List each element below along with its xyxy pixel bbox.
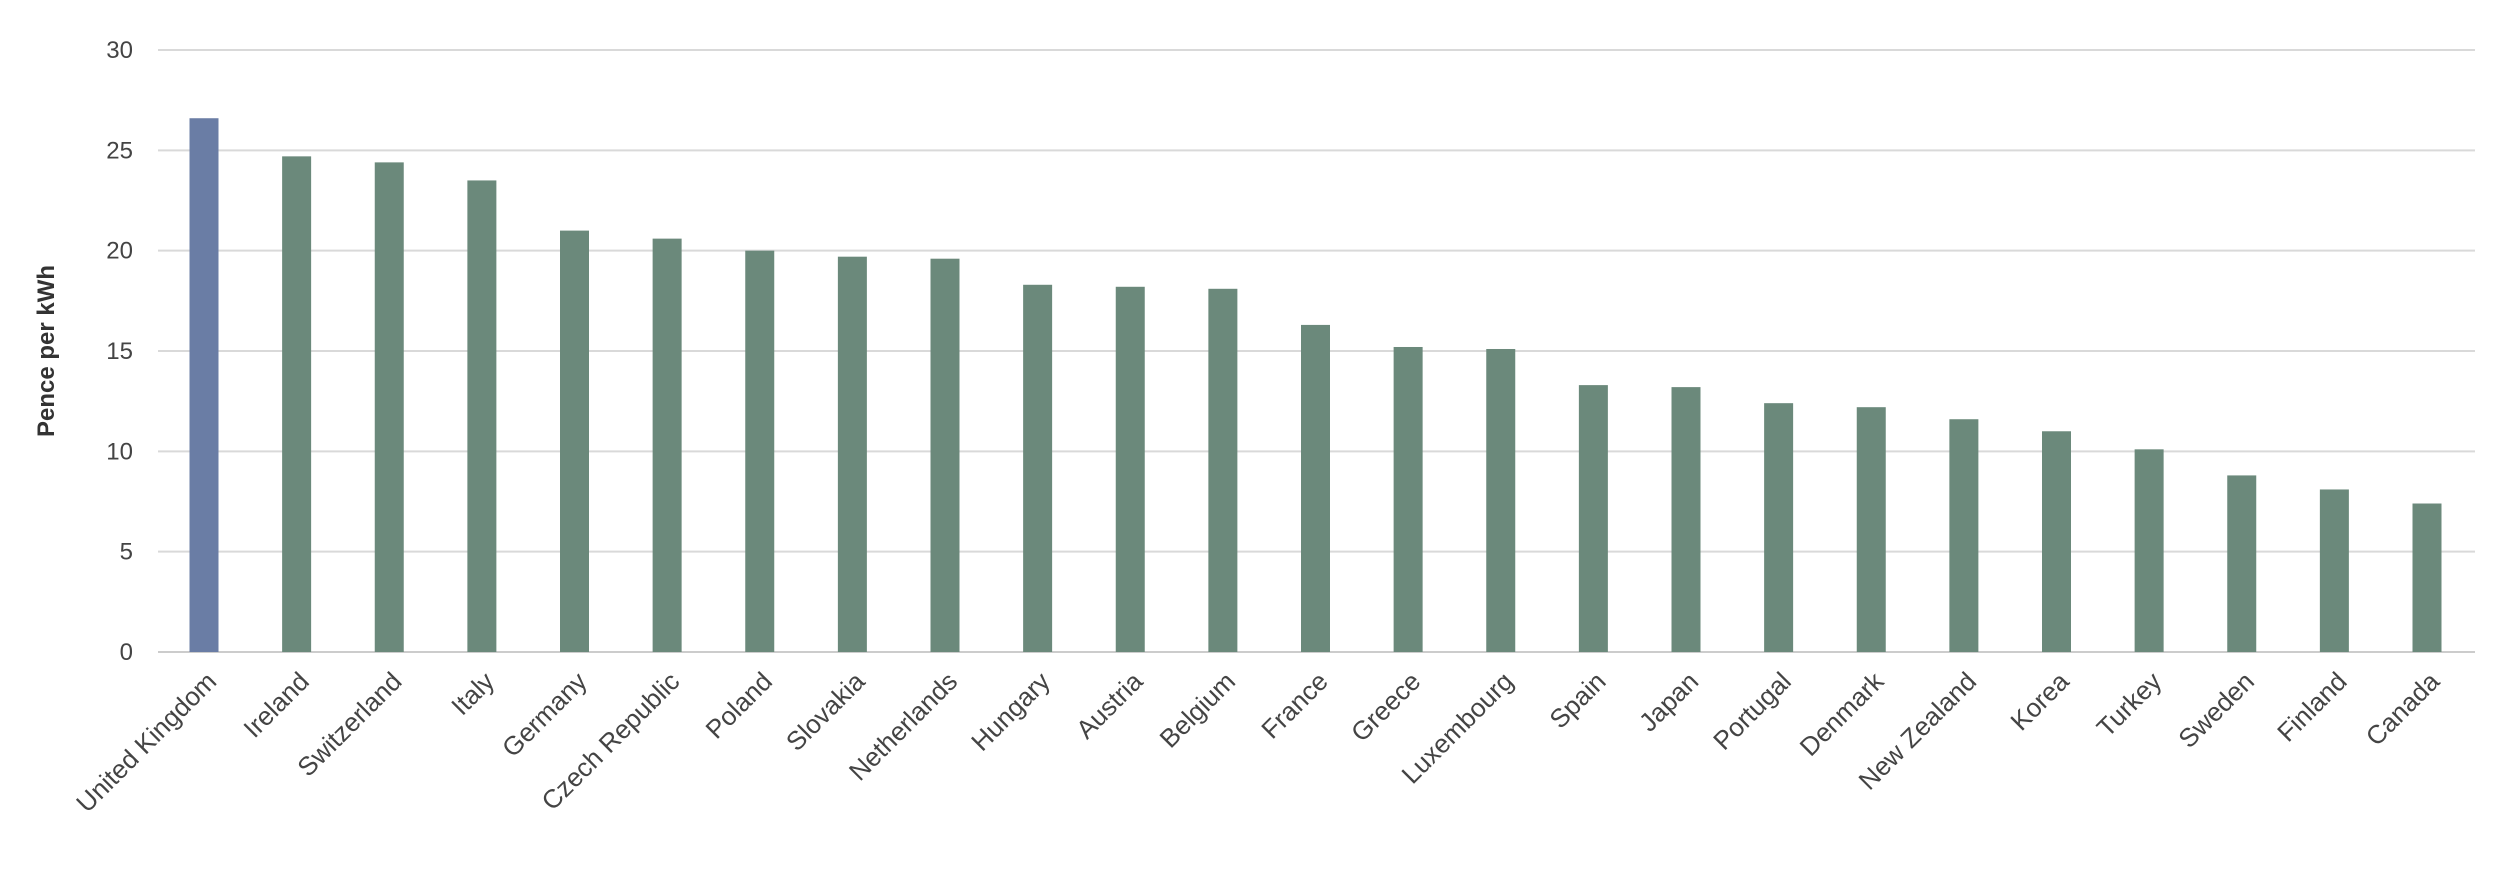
bar-poland xyxy=(745,250,775,652)
x-tick-label: Italy xyxy=(445,666,500,721)
x-tick-label: Sweden xyxy=(2172,666,2260,754)
bar-new-zealand xyxy=(1949,419,1979,652)
x-tick-label: Germany xyxy=(496,666,593,763)
bar-germany xyxy=(560,230,589,652)
x-tick-label: Japan xyxy=(1633,666,1704,737)
bar-japan xyxy=(1671,387,1701,652)
y-tick-label: 5 xyxy=(120,539,133,566)
bar-italy xyxy=(467,180,497,652)
x-tick-label: United Kingdom xyxy=(70,666,222,818)
x-tick-label: Poland xyxy=(700,666,778,744)
bar-hungary xyxy=(1023,284,1053,652)
y-tick-label: 30 xyxy=(106,37,133,64)
bar-france xyxy=(1301,324,1330,652)
bar-canada xyxy=(2412,503,2442,652)
y-tick-label: 25 xyxy=(106,137,133,164)
bar-spain xyxy=(1578,385,1608,652)
x-tick-label: Turkey xyxy=(2091,666,2168,743)
bar-united-kingdom xyxy=(189,118,219,652)
bar-luxembourg xyxy=(1486,348,1516,652)
y-axis-ticks: 0 5 10 15 20 25 30 xyxy=(106,37,133,666)
bar-slovakia xyxy=(837,256,867,652)
bar-ireland xyxy=(282,156,312,652)
bars xyxy=(189,118,2442,653)
bar-korea xyxy=(2042,431,2071,652)
bar-switzerland xyxy=(374,162,404,652)
y-tick-label: 10 xyxy=(106,438,133,465)
x-tick-label: Ireland xyxy=(237,666,314,743)
x-tick-label: Belgium xyxy=(1153,666,1241,754)
x-tick-label: Denmark xyxy=(1794,665,1891,762)
x-tick-label: Greece xyxy=(1345,666,1427,748)
bar-belgium xyxy=(1208,288,1238,652)
bar-sweden xyxy=(2227,475,2257,652)
bar-denmark xyxy=(1856,407,1886,652)
bar-portugal xyxy=(1764,403,1794,652)
bar-greece xyxy=(1393,346,1423,652)
y-axis-title: Pence per kWh xyxy=(33,265,60,437)
bar-finland xyxy=(2319,489,2349,652)
bar-turkey xyxy=(2134,449,2164,652)
bar-czech-republic xyxy=(652,238,682,653)
x-tick-label: Canada xyxy=(2360,666,2446,752)
y-tick-label: 0 xyxy=(120,639,133,666)
x-tick-label: Spain xyxy=(1543,666,1611,734)
x-tick-label: Slovakia xyxy=(780,666,871,757)
x-tick-label: Hungary xyxy=(965,666,1056,757)
y-tick-label: 20 xyxy=(106,238,133,265)
y-tick-label: 15 xyxy=(106,338,133,365)
x-tick-label: Portugal xyxy=(1707,666,1797,756)
bar-austria xyxy=(1115,286,1145,652)
x-tick-label: France xyxy=(1255,666,1333,744)
x-tick-label: Austria xyxy=(1070,666,1149,745)
bar-netherlands xyxy=(930,258,960,652)
x-tick-label: Korea xyxy=(2004,666,2075,737)
x-tick-label: Finland xyxy=(2271,666,2353,748)
